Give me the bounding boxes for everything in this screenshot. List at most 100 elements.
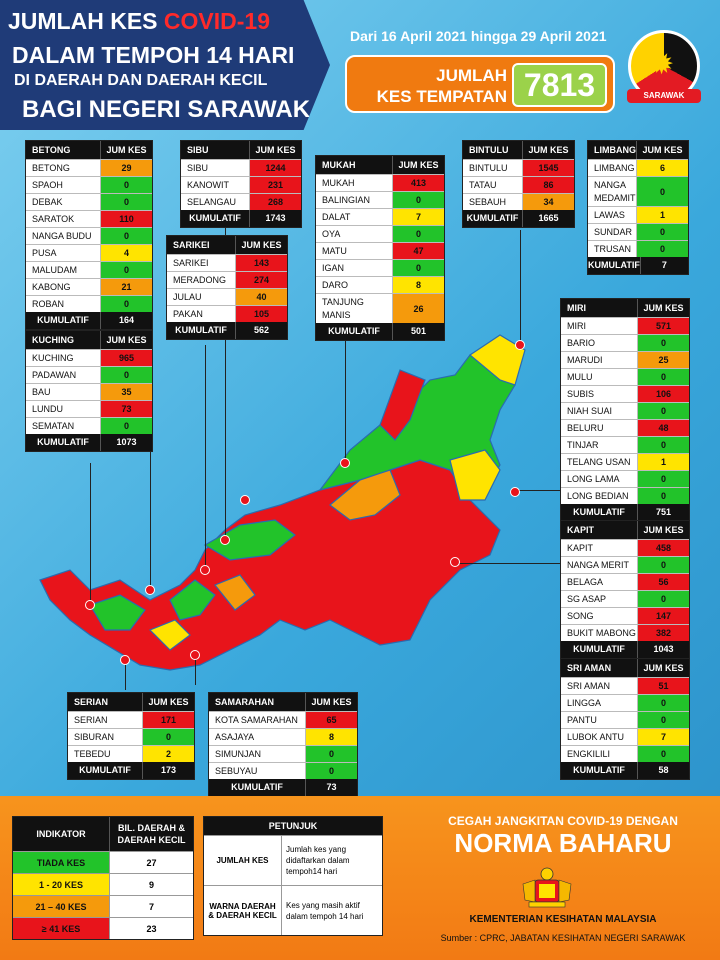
map-pin-icon (340, 458, 350, 468)
indicator-count: 27 (109, 852, 193, 873)
subdistrict-name: SONG (567, 611, 594, 621)
map-region-south (39, 459, 501, 671)
table-row: SEMATAN 0 (26, 417, 152, 434)
subdistrict-name: TELANG USAN (567, 457, 631, 467)
indicator-header-count: BIL. DAERAH & DAERAH KECIL (109, 817, 193, 851)
map-pin-icon (515, 340, 525, 350)
coat-of-arms-icon (522, 867, 572, 908)
indicator-label: TIADA KES (13, 852, 109, 873)
case-count: 0 (100, 228, 152, 244)
indicator-table: INDIKATOR BIL. DAERAH & DAERAH KECIL TIA… (12, 816, 194, 940)
panel-col-header: JUM KES (100, 331, 152, 349)
subdistrict-name: ROBAN (32, 299, 65, 309)
subdistrict-name: LINGGA (567, 698, 602, 708)
indicator-row: ≥ 41 KES 23 (13, 917, 193, 939)
map-pin-icon (145, 585, 155, 595)
panel-header: MIRI JUM KES (561, 299, 689, 317)
panel-title: SAMARAHAN (215, 697, 274, 707)
case-count: 29 (100, 160, 152, 176)
map-region-serian (148, 619, 191, 651)
district-panel-betong: BETONG JUM KES BETONG 29 SPAOH 0 DEBAK 0 SARATOK… (25, 140, 153, 330)
table-row: LAWAS 1 (588, 206, 688, 223)
indicator-row: 1 - 20 KES 9 (13, 873, 193, 895)
table-row: LUNDU 73 (26, 400, 152, 417)
case-count: 1 (636, 207, 688, 223)
case-count: 0 (100, 177, 152, 193)
panel-title: SARIKEI (173, 240, 210, 250)
table-row: ENGKILILI 0 (561, 745, 689, 762)
indicator-label: 21 – 40 KES (13, 896, 109, 917)
subdistrict-name: SARIKEI (173, 258, 209, 268)
case-count: 0 (636, 177, 688, 206)
case-count: 86 (522, 177, 574, 193)
case-count: 0 (637, 591, 689, 607)
case-count: 105 (235, 306, 287, 322)
map-pin-icon (450, 557, 460, 567)
subdistrict-name: KUCHING (32, 353, 74, 363)
subdistrict-name: MERADONG (173, 275, 227, 285)
subdistrict-name: SG ASAP (567, 594, 607, 604)
total-value: 164 (100, 312, 152, 329)
subdistrict-name: SRI AMAN (567, 681, 611, 691)
indicator-header: INDIKATOR BIL. DAERAH & DAERAH KECIL (13, 817, 193, 851)
table-row: NANGA MEDAMIT 0 (588, 176, 688, 206)
panel-header: BINTULU JUM KES (463, 141, 574, 159)
case-count: 1 (637, 454, 689, 470)
leader-line (125, 660, 126, 690)
case-count: 0 (637, 488, 689, 504)
panel-col-header: JUM KES (522, 141, 574, 159)
subdistrict-name: TINJAR (567, 440, 599, 450)
total-value: 7 (639, 257, 688, 274)
panel-title: SRI AMAN (567, 663, 612, 673)
total-value: 562 (235, 322, 287, 339)
subdistrict-name: TATAU (469, 180, 497, 190)
panel-header: SAMARAHAN JUM KES (209, 693, 357, 711)
map-pin-icon (85, 600, 95, 610)
panel-header: SARIKEI JUM KES (167, 236, 287, 254)
subdistrict-name: SUBIS (567, 389, 595, 399)
panel-title: KUCHING (32, 335, 74, 345)
subdistrict-name: SERIAN (74, 715, 108, 725)
case-count: 0 (637, 437, 689, 453)
total-value: 1665 (522, 210, 574, 227)
map-region-betong (169, 579, 216, 621)
panel-total-row: KUMULATIF 501 (316, 323, 444, 340)
subdistrict-name: LIMBANG (594, 163, 635, 173)
subdistrict-name: BUKIT MABONG (567, 628, 636, 638)
case-count: 2 (142, 746, 194, 762)
case-count: 0 (637, 471, 689, 487)
panel-col-header: JUM KES (100, 141, 152, 159)
case-count: 8 (305, 729, 357, 745)
case-count: 26 (392, 294, 444, 323)
panel-col-header: JUM KES (142, 693, 194, 711)
case-count: 0 (637, 403, 689, 419)
case-count: 0 (305, 763, 357, 779)
slogan-line-1: CEGAH JANGKITAN COVID-19 DENGAN (448, 814, 678, 828)
table-row: KUCHING 965 (26, 349, 152, 366)
subdistrict-name: IGAN (322, 263, 345, 273)
table-row: PUSA 4 (26, 244, 152, 261)
total-label: KUMULATIF (231, 782, 283, 792)
table-row: KANOWIT 231 (181, 176, 301, 193)
case-count: 0 (392, 192, 444, 208)
table-row: SUBIS 106 (561, 385, 689, 402)
indicator-label: 1 - 20 KES (13, 874, 109, 895)
subdistrict-name: ASAJAYA (215, 732, 255, 742)
case-count: 413 (392, 175, 444, 191)
panel-col-header: JUM KES (636, 141, 688, 159)
subdistrict-name: BINTULU (469, 163, 508, 173)
subdistrict-name: SIBU (187, 163, 209, 173)
subdistrict-name: SUNDAR (594, 227, 633, 237)
total-value: 73 (305, 779, 357, 796)
map-region-kuching (89, 594, 146, 631)
map-region-sarikei (203, 519, 296, 561)
subdistrict-name: BALINGIAN (322, 195, 371, 205)
subdistrict-name: LUNDU (32, 404, 64, 414)
case-count: 268 (249, 194, 301, 210)
subdistrict-name: NANGA MERIT (567, 560, 630, 570)
case-count: 8 (392, 277, 444, 293)
table-row: SPAOH 0 (26, 176, 152, 193)
table-row: SIBURAN 0 (68, 728, 194, 745)
title-banner: JUMLAH KES COVID-19 DALAM TEMPOH 14 HARI… (0, 0, 330, 130)
case-count: 0 (637, 557, 689, 573)
